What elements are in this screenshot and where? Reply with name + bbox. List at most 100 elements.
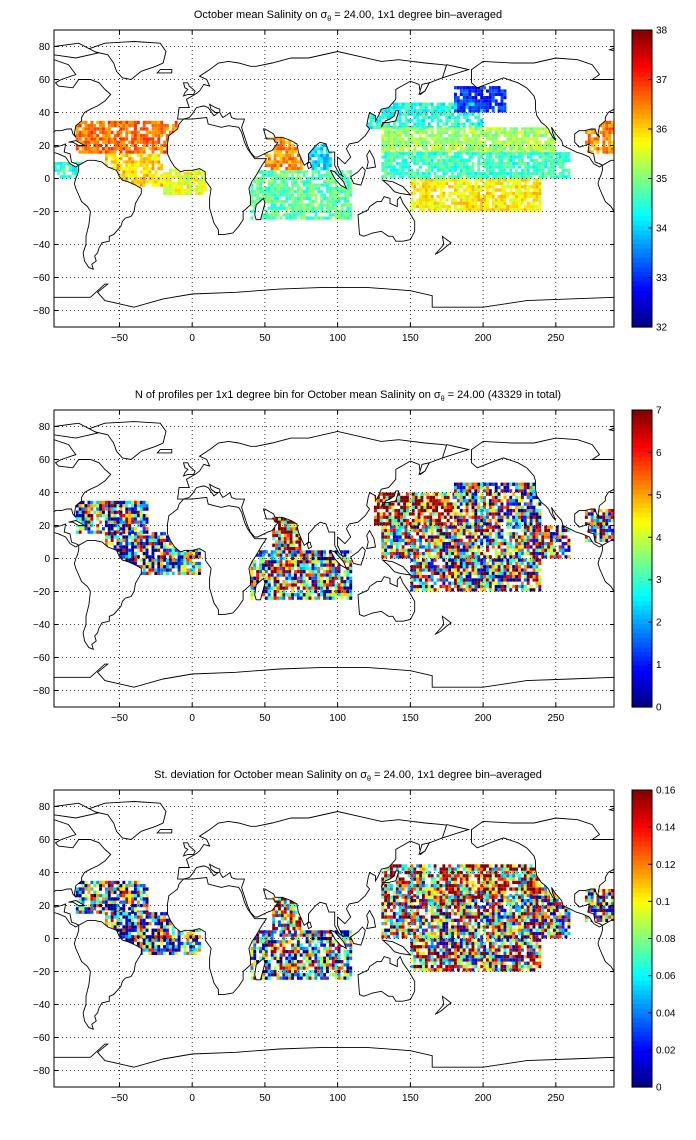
data-cell	[320, 573, 324, 577]
data-cell	[305, 553, 309, 557]
data-cell	[276, 183, 280, 187]
data-cell	[136, 548, 140, 552]
data-cell	[250, 199, 254, 204]
data-cell	[406, 492, 409, 496]
data-cell	[285, 560, 289, 564]
data-cell	[157, 120, 161, 125]
data-cell	[512, 133, 516, 138]
data-cell	[93, 147, 97, 151]
data-cell	[81, 140, 85, 144]
data-cell	[397, 502, 401, 506]
data-cell	[442, 158, 446, 162]
data-cell	[427, 555, 431, 559]
data-cell	[462, 86, 466, 90]
data-cell	[331, 570, 335, 574]
data-cell	[512, 178, 516, 182]
data-cell	[491, 198, 495, 202]
data-cell	[154, 173, 158, 177]
data-cell	[279, 203, 283, 207]
data-cell	[125, 130, 129, 134]
data-cell	[151, 157, 155, 161]
data-cell	[323, 180, 326, 184]
data-cell	[605, 150, 609, 154]
data-cell	[509, 545, 513, 549]
data-cell	[413, 542, 417, 546]
data-cell	[174, 181, 178, 186]
data-cell	[561, 532, 565, 536]
data-cell	[136, 130, 140, 134]
data-cell	[529, 150, 533, 154]
title-sigma: σ	[320, 9, 327, 21]
data-cell	[387, 171, 390, 176]
data-cell	[131, 143, 134, 148]
data-cell	[392, 551, 396, 556]
data-cell	[541, 548, 545, 552]
data-cell	[419, 109, 422, 113]
data-cell	[448, 208, 452, 212]
data-cell	[506, 208, 510, 212]
data-cell	[160, 130, 164, 134]
data-cell	[323, 196, 326, 200]
data-cell	[410, 551, 414, 556]
data-cell	[195, 571, 198, 575]
data-cell	[189, 188, 193, 192]
data-cell	[424, 548, 428, 552]
data-cell	[145, 127, 149, 131]
data-cell	[454, 127, 457, 131]
data-cell	[267, 586, 271, 590]
data-cell	[440, 499, 444, 503]
data-cell	[122, 500, 126, 505]
data-cell	[142, 520, 146, 524]
data-cell	[427, 140, 431, 144]
data-cell	[411, 492, 415, 496]
data-cell	[294, 150, 297, 154]
data-cell	[326, 576, 329, 580]
data-cell	[451, 551, 454, 556]
data-cell	[416, 555, 420, 559]
data-cell	[340, 213, 344, 217]
data-cell	[430, 147, 434, 151]
data-cell	[276, 199, 280, 204]
data-cell	[381, 551, 385, 556]
data-cell	[555, 525, 559, 529]
data-cell	[183, 561, 187, 566]
data-cell	[520, 175, 524, 179]
data-cell	[512, 195, 516, 199]
data-cell	[462, 168, 466, 172]
y-tick-label: 20	[39, 141, 51, 152]
data-cell	[462, 92, 466, 96]
data-cell	[526, 191, 530, 195]
data-cell	[512, 130, 516, 134]
data-cell	[544, 551, 548, 556]
data-cell	[154, 176, 158, 181]
data-cell	[427, 565, 431, 569]
data-cell	[433, 105, 437, 110]
data-cell	[374, 515, 377, 519]
data-cell	[506, 143, 510, 148]
data-cell	[174, 171, 178, 176]
data-cell	[413, 204, 417, 209]
data-cell	[381, 165, 385, 169]
data-cell	[471, 525, 475, 529]
data-cell	[491, 201, 495, 205]
data-cell	[488, 171, 492, 176]
data-cell	[515, 525, 518, 529]
data-cell	[294, 213, 297, 217]
data-cell	[433, 571, 437, 575]
data-cell	[273, 196, 277, 200]
data-cell	[439, 147, 443, 151]
data-cell	[465, 584, 469, 589]
data-cell	[494, 208, 498, 212]
data-cell	[288, 596, 292, 600]
data-cell	[541, 158, 545, 162]
colorbar-band	[632, 266, 652, 272]
data-cell	[134, 130, 137, 134]
data-cell	[422, 143, 425, 148]
data-cell	[395, 168, 399, 172]
data-cell	[451, 535, 454, 539]
data-cell	[256, 183, 260, 187]
data-cell	[295, 537, 299, 541]
data-cell	[518, 152, 521, 156]
data-cell	[410, 565, 414, 569]
data-cell	[392, 535, 396, 539]
